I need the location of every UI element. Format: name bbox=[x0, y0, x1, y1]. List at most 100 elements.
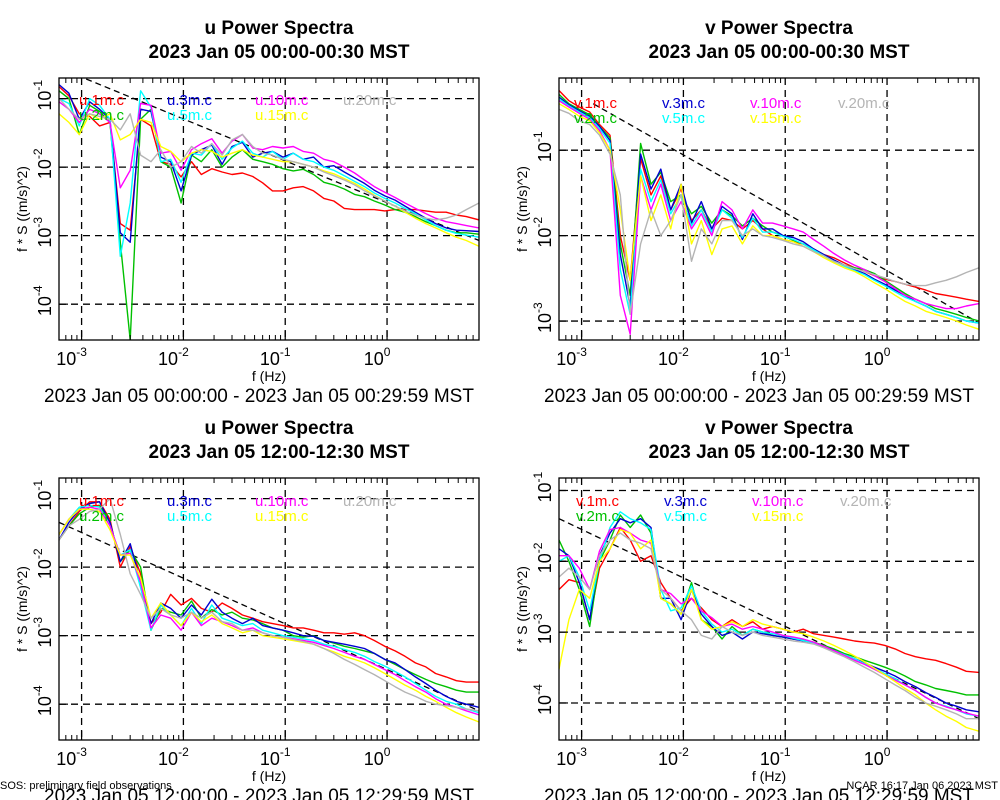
legend-label-20m: v.20m.c bbox=[838, 95, 890, 112]
legend-label-15m: u.15m.c bbox=[255, 107, 309, 124]
chart-subtitle: 2023 Jan 05 00:00-00:30 MST bbox=[149, 42, 410, 63]
series-line-2m bbox=[559, 514, 979, 696]
series-line-15m bbox=[559, 103, 979, 330]
series-line-10m bbox=[559, 100, 979, 335]
series-line-1m bbox=[559, 526, 979, 674]
y-axis-label: f * S ((m/s)^2) bbox=[514, 166, 530, 252]
y-tick-label: 10-4 bbox=[31, 685, 55, 716]
legend-label-5m: u.5m.c bbox=[167, 107, 213, 124]
legend-label-20m: v.20m.c bbox=[840, 493, 892, 510]
x-tick-label: 100 bbox=[364, 345, 391, 369]
y-tick-exponent: -1 bbox=[531, 471, 545, 482]
y-tick-mantissa: 10 bbox=[35, 696, 55, 716]
legend-label-3m: v.3m.c bbox=[662, 95, 706, 112]
legend-label-2m: v.2m.c bbox=[576, 508, 620, 525]
y-tick-exponent: -4 bbox=[531, 684, 545, 695]
x-tick-label: 100 bbox=[364, 745, 391, 769]
y-tick-label: 10-3 bbox=[31, 617, 55, 648]
x-tick-mantissa: 10 bbox=[260, 749, 280, 769]
series-line-20m bbox=[59, 497, 479, 712]
legend-label-20m: u.20m.c bbox=[343, 493, 397, 510]
legend-label-15m: v.15m.c bbox=[750, 110, 802, 127]
y-tick-exponent: -4 bbox=[31, 285, 45, 296]
legend-label-20m: u.20m.c bbox=[343, 92, 397, 109]
x-tick-label: 10-1 bbox=[260, 745, 291, 769]
x-tick-exponent: -3 bbox=[76, 745, 87, 759]
y-tick-exponent: -2 bbox=[31, 548, 45, 559]
y-tick-exponent: -3 bbox=[531, 302, 545, 313]
x-tick-mantissa: 10 bbox=[658, 749, 678, 769]
legend-label-2m: v.2m.c bbox=[574, 110, 618, 127]
series-line-20m bbox=[59, 98, 479, 221]
x-tick-label: 10-3 bbox=[556, 745, 587, 769]
footer-left-note: SOS: preliminary field observations bbox=[0, 780, 172, 792]
y-tick-exponent: -2 bbox=[31, 148, 45, 159]
x-tick-exponent: -3 bbox=[576, 345, 587, 359]
x-tick-exponent: -2 bbox=[178, 345, 189, 359]
x-tick-exponent: -1 bbox=[280, 345, 291, 359]
x-tick-mantissa: 10 bbox=[158, 749, 178, 769]
y-tick-exponent: -3 bbox=[531, 613, 545, 624]
legend-label-3m: u.3m.c bbox=[167, 493, 213, 510]
series-line-3m bbox=[59, 84, 479, 244]
x-axis-label: f (Hz) bbox=[752, 368, 786, 384]
series-line-15m bbox=[559, 528, 979, 732]
x-tick-label: 10-2 bbox=[658, 745, 689, 769]
x-tick-mantissa: 10 bbox=[364, 349, 384, 369]
legend-label-1m: v.1m.c bbox=[574, 95, 618, 112]
x-tick-label: 100 bbox=[864, 345, 891, 369]
x-tick-mantissa: 10 bbox=[556, 349, 576, 369]
x-tick-exponent: 0 bbox=[384, 345, 391, 359]
time-range-caption: 2023 Jan 05 00:00:00 - 2023 Jan 05 00:29… bbox=[544, 386, 974, 407]
y-tick-label: 10-2 bbox=[31, 148, 55, 179]
legend-label-15m: u.15m.c bbox=[255, 508, 309, 525]
series-line-15m bbox=[59, 113, 479, 247]
x-tick-mantissa: 10 bbox=[760, 749, 780, 769]
y-tick-label: 10-3 bbox=[531, 302, 555, 333]
x-tick-label: 10-3 bbox=[56, 345, 87, 369]
legend-label-2m: u.2m.c bbox=[79, 107, 125, 124]
y-tick-exponent: -2 bbox=[531, 542, 545, 553]
y-tick-label: 10-3 bbox=[531, 613, 555, 644]
y-tick-exponent: -4 bbox=[31, 685, 45, 696]
series-line-1m bbox=[59, 501, 479, 683]
series-line-15m bbox=[59, 508, 479, 723]
chart-title: u Power Spectra bbox=[205, 18, 354, 39]
x-tick-mantissa: 10 bbox=[556, 749, 576, 769]
legend-label-1m: u.1m.c bbox=[79, 92, 125, 109]
legend-label-5m: u.5m.c bbox=[167, 508, 213, 525]
legend-label-3m: u.3m.c bbox=[167, 92, 213, 109]
x-tick-exponent: 0 bbox=[384, 745, 391, 759]
x-tick-mantissa: 10 bbox=[658, 349, 678, 369]
x-tick-label: 10-2 bbox=[158, 745, 189, 769]
x-tick-mantissa: 10 bbox=[364, 749, 384, 769]
x-tick-label: 10-3 bbox=[556, 345, 587, 369]
x-tick-mantissa: 10 bbox=[864, 749, 884, 769]
y-tick-mantissa: 10 bbox=[35, 159, 55, 179]
y-tick-exponent: -3 bbox=[31, 617, 45, 628]
y-axis-label: f * S ((m/s)^2) bbox=[14, 566, 30, 652]
legend-label-15m: v.15m.c bbox=[752, 508, 804, 525]
y-tick-mantissa: 10 bbox=[35, 296, 55, 316]
y-tick-exponent: -1 bbox=[531, 131, 545, 142]
y-tick-mantissa: 10 bbox=[35, 491, 55, 511]
y-axis-label: f * S ((m/s)^2) bbox=[14, 166, 30, 252]
y-tick-label: 10-1 bbox=[31, 80, 55, 111]
x-tick-exponent: -3 bbox=[76, 345, 87, 359]
y-tick-mantissa: 10 bbox=[535, 553, 555, 573]
chart-title: v Power Spectra bbox=[705, 18, 853, 39]
x-tick-exponent: -1 bbox=[780, 345, 791, 359]
x-tick-label: 10-1 bbox=[760, 345, 791, 369]
y-tick-mantissa: 10 bbox=[535, 313, 555, 333]
reference-slope-line bbox=[592, 103, 979, 324]
series-line-10m bbox=[559, 526, 979, 717]
y-tick-label: 10-2 bbox=[31, 548, 55, 579]
legend-label-10m: u.10m.c bbox=[255, 92, 309, 109]
legend-label-1m: v.1m.c bbox=[576, 493, 620, 510]
x-tick-label: 10-2 bbox=[658, 345, 689, 369]
series-line-20m bbox=[559, 532, 979, 720]
series-line-3m bbox=[559, 518, 979, 713]
x-tick-exponent: 0 bbox=[884, 345, 891, 359]
series-line-5m bbox=[59, 504, 479, 714]
y-tick-label: 10-4 bbox=[31, 285, 55, 316]
